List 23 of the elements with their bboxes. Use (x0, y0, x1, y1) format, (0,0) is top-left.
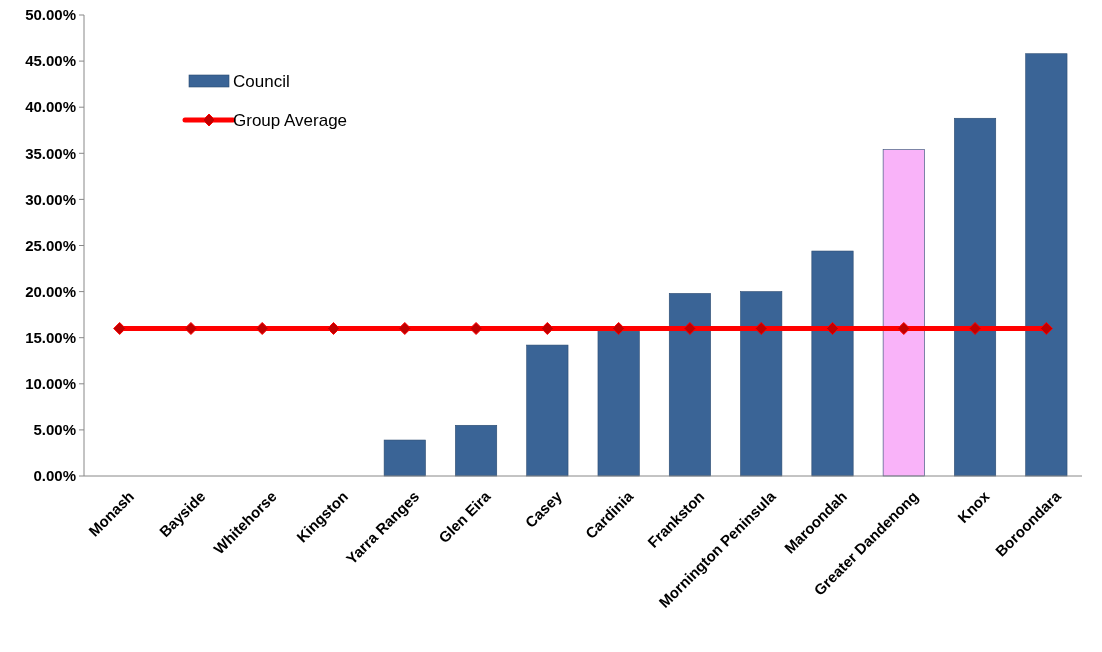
bar (740, 291, 783, 477)
y-tick-label: 35.00% (25, 144, 76, 162)
bar (1025, 53, 1068, 477)
bar (597, 330, 640, 477)
y-tick-label: 20.00% (25, 282, 76, 300)
y-tick-label: 40.00% (25, 98, 76, 116)
y-tick-label: 25.00% (25, 236, 76, 254)
legend-label: Council (233, 71, 290, 91)
y-tick-label: 15.00% (25, 328, 76, 346)
bar (882, 149, 925, 477)
bar (668, 293, 711, 477)
y-tick-label: 0.00% (33, 467, 76, 485)
y-tick-label: 5.00% (33, 421, 76, 439)
bar (954, 117, 997, 477)
legend-label: Group Average (233, 110, 348, 130)
bar (811, 250, 854, 477)
y-tick-label: 30.00% (25, 190, 76, 208)
y-tick-label: 50.00% (25, 6, 76, 24)
y-tick-label: 10.00% (25, 375, 76, 393)
y-tick-label: 45.00% (25, 52, 76, 70)
bar (383, 439, 426, 477)
bar (526, 344, 569, 477)
bar (455, 424, 498, 477)
